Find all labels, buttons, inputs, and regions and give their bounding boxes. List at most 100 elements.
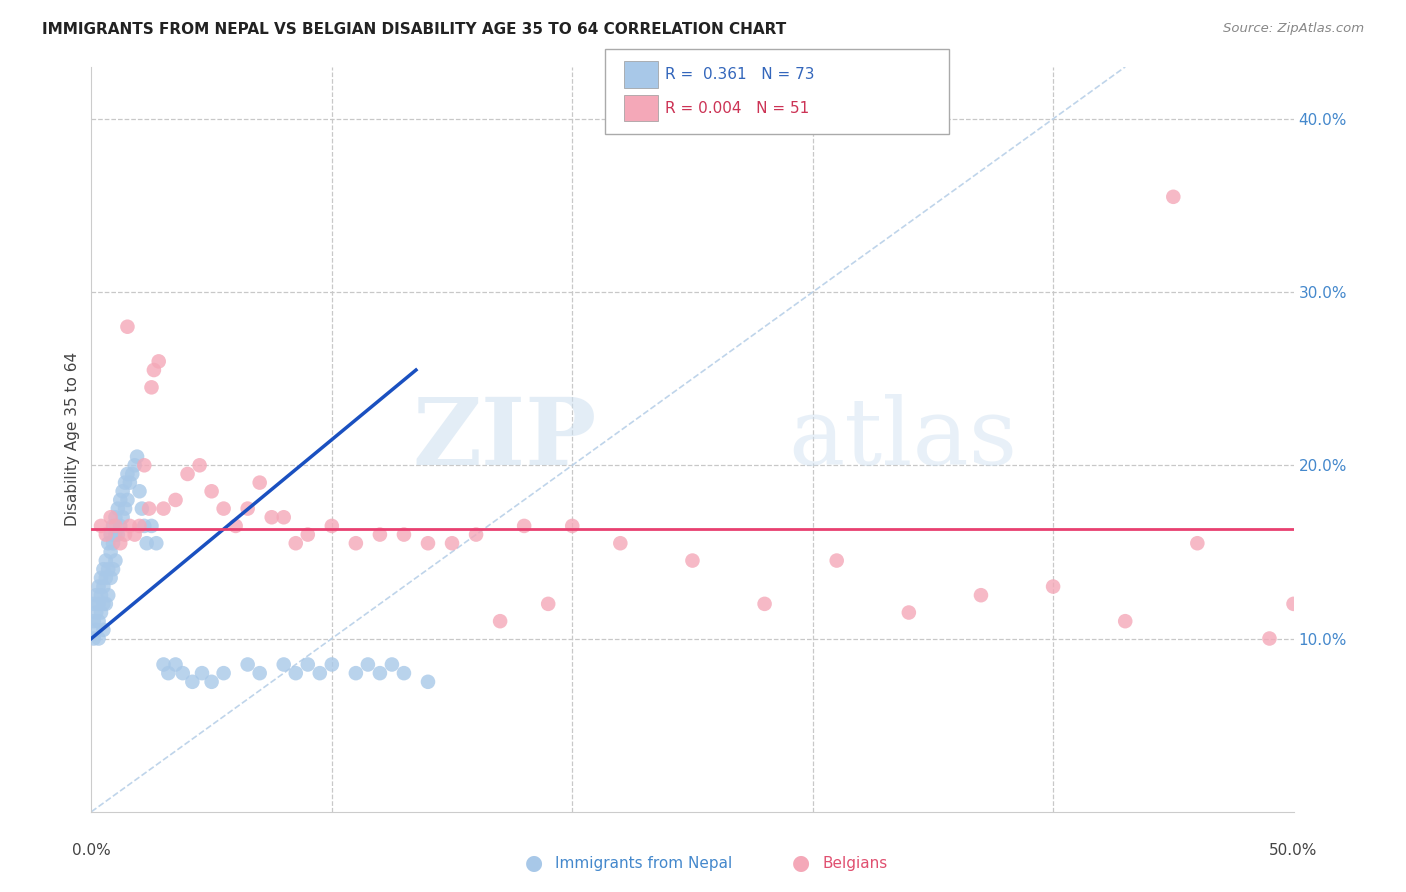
- Point: [201, 484, 224, 499]
- Point: [212, 501, 235, 516]
- Point: [465, 527, 488, 541]
- Point: [273, 657, 295, 672]
- Point: [152, 657, 174, 672]
- Point: [114, 527, 136, 541]
- Point: [104, 519, 127, 533]
- Point: [176, 467, 198, 481]
- Point: [117, 492, 139, 507]
- Text: IMMIGRANTS FROM NEPAL VS BELGIAN DISABILITY AGE 35 TO 64 CORRELATION CHART: IMMIGRANTS FROM NEPAL VS BELGIAN DISABIL…: [42, 22, 786, 37]
- Point: [297, 657, 319, 672]
- Point: [100, 545, 122, 559]
- Point: [416, 536, 439, 550]
- Point: [121, 467, 143, 481]
- Point: [249, 475, 271, 490]
- Point: [87, 597, 110, 611]
- Text: Source: ZipAtlas.com: Source: ZipAtlas.com: [1223, 22, 1364, 36]
- Point: [117, 467, 139, 481]
- Y-axis label: Disability Age 35 to 64: Disability Age 35 to 64: [65, 352, 80, 526]
- Text: atlas: atlas: [789, 394, 1018, 484]
- Point: [117, 319, 139, 334]
- Text: ●: ●: [526, 854, 543, 873]
- Point: [114, 475, 136, 490]
- Point: [172, 666, 194, 681]
- Point: [152, 501, 174, 516]
- Point: [489, 614, 512, 628]
- Point: [308, 666, 330, 681]
- Point: [111, 484, 134, 499]
- Point: [90, 519, 112, 533]
- Point: [125, 450, 148, 464]
- Text: R =  0.361   N = 73: R = 0.361 N = 73: [665, 67, 814, 82]
- Point: [561, 519, 583, 533]
- Point: [94, 553, 117, 567]
- Text: 0.0%: 0.0%: [72, 843, 111, 858]
- Point: [90, 571, 112, 585]
- Point: [825, 553, 848, 567]
- Point: [94, 527, 117, 541]
- Point: [157, 666, 180, 681]
- Point: [107, 527, 129, 541]
- Point: [110, 492, 132, 507]
- Point: [110, 519, 132, 533]
- Point: [101, 519, 124, 533]
- Point: [236, 501, 259, 516]
- Point: [141, 519, 163, 533]
- Point: [754, 597, 776, 611]
- Text: R = 0.004   N = 51: R = 0.004 N = 51: [665, 101, 810, 116]
- Point: [141, 380, 163, 394]
- Point: [135, 536, 157, 550]
- Point: [368, 666, 391, 681]
- Point: [1114, 614, 1136, 628]
- Point: [94, 571, 117, 585]
- Point: [87, 632, 110, 646]
- Point: [165, 657, 187, 672]
- Point: [94, 597, 117, 611]
- Point: [128, 484, 150, 499]
- Point: [84, 588, 107, 602]
- Point: [111, 510, 134, 524]
- Point: [392, 666, 415, 681]
- Text: Immigrants from Nepal: Immigrants from Nepal: [555, 856, 733, 871]
- Point: [392, 527, 415, 541]
- Point: [118, 519, 141, 533]
- Point: [1187, 536, 1209, 550]
- Point: [90, 588, 112, 602]
- Point: [1258, 632, 1281, 646]
- Point: [107, 501, 129, 516]
- Point: [97, 562, 120, 576]
- Point: [273, 510, 295, 524]
- Point: [1282, 597, 1305, 611]
- Point: [188, 458, 211, 473]
- Point: [93, 623, 115, 637]
- Point: [87, 614, 110, 628]
- Point: [970, 588, 993, 602]
- Point: [134, 519, 156, 533]
- Point: [124, 527, 146, 541]
- Point: [609, 536, 631, 550]
- Point: [344, 536, 367, 550]
- Point: [249, 666, 271, 681]
- Point: [118, 475, 141, 490]
- Point: [148, 354, 170, 368]
- Point: [284, 536, 307, 550]
- Text: Belgians: Belgians: [823, 856, 887, 871]
- Point: [93, 597, 115, 611]
- Point: [440, 536, 463, 550]
- Point: [191, 666, 214, 681]
- Point: [128, 519, 150, 533]
- Point: [97, 588, 120, 602]
- Point: [416, 674, 439, 689]
- Point: [181, 674, 204, 689]
- Point: [1161, 190, 1184, 204]
- Point: [114, 501, 136, 516]
- Point: [513, 519, 536, 533]
- Point: [212, 666, 235, 681]
- Point: [297, 527, 319, 541]
- Point: [236, 657, 259, 672]
- Text: 50.0%: 50.0%: [1270, 843, 1317, 858]
- Point: [260, 510, 283, 524]
- Point: [110, 536, 132, 550]
- Point: [83, 614, 105, 628]
- Point: [100, 510, 122, 524]
- Point: [84, 623, 107, 637]
